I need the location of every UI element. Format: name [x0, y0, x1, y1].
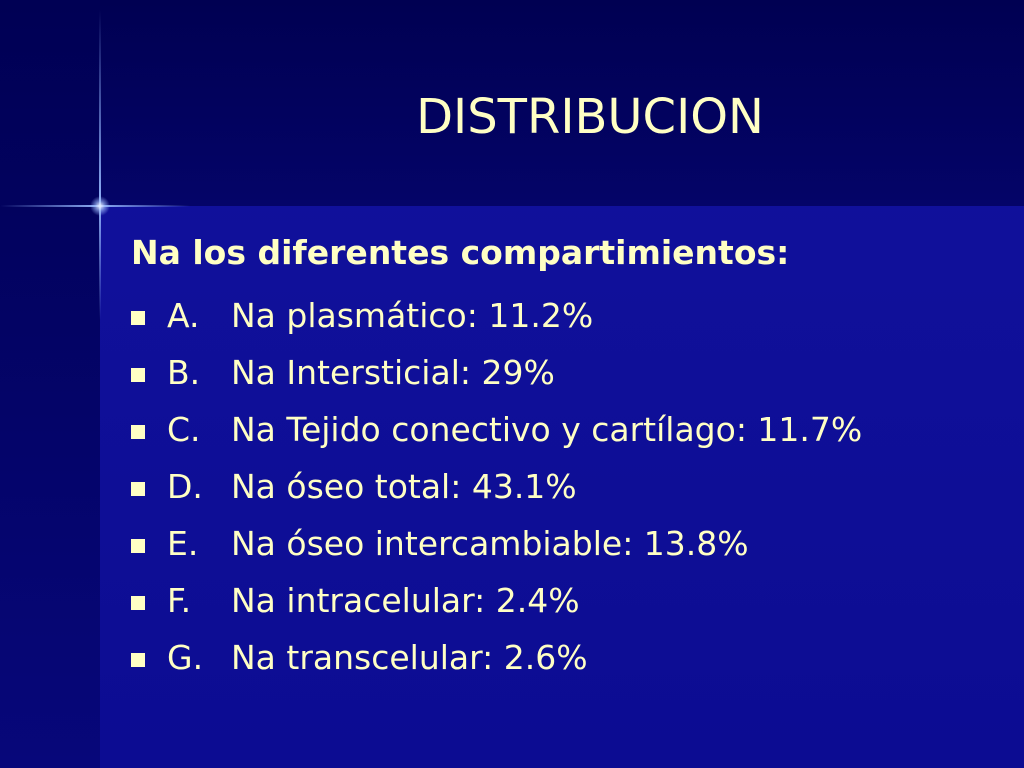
item-text: Na intracelular: 2.4%	[231, 580, 580, 620]
item-letter: F.	[167, 580, 192, 620]
list-item: D. Na óseo total: 43.1%	[131, 458, 862, 515]
square-bullet-icon	[131, 481, 145, 496]
top-band	[0, 0, 1024, 206]
list-item: B. Na Intersticial: 29%	[131, 344, 862, 401]
item-letter: G.	[167, 637, 204, 677]
item-letter: C.	[167, 409, 201, 449]
square-bullet-icon	[131, 652, 145, 667]
item-letter: E.	[167, 523, 199, 563]
item-letter: D.	[167, 466, 203, 506]
slide-subtitle: Na los diferentes compartimientos:	[131, 233, 790, 272]
square-bullet-icon	[131, 310, 145, 325]
bullet-list: A. Na plasmático: 11.2% B. Na Interstici…	[131, 287, 862, 686]
item-text: Na óseo intercambiable: 13.8%	[231, 523, 749, 563]
item-letter: A.	[167, 295, 200, 335]
square-bullet-icon	[131, 595, 145, 610]
square-bullet-icon	[131, 367, 145, 382]
square-bullet-icon	[131, 538, 145, 553]
cross-glow-center-icon	[90, 196, 110, 216]
item-letter: B.	[167, 352, 201, 392]
square-bullet-icon	[131, 424, 145, 439]
list-item: F. Na intracelular: 2.4%	[131, 572, 862, 629]
item-text: Na Tejido conectivo y cartílago: 11.7%	[231, 409, 863, 449]
item-text: Na óseo total: 43.1%	[231, 466, 577, 506]
cross-glow-vertical-icon	[99, 10, 101, 320]
list-item: E. Na óseo intercambiable: 13.8%	[131, 515, 862, 572]
left-band	[0, 0, 100, 768]
list-item: G. Na transcelular: 2.6%	[131, 629, 862, 686]
item-text: Na plasmático: 11.2%	[231, 295, 594, 335]
slide-title: DISTRIBUCION	[416, 89, 764, 145]
list-item: C. Na Tejido conectivo y cartílago: 11.7…	[131, 401, 862, 458]
item-text: Na Intersticial: 29%	[231, 352, 555, 392]
item-text: Na transcelular: 2.6%	[231, 637, 588, 677]
list-item: A. Na plasmático: 11.2%	[131, 287, 862, 344]
